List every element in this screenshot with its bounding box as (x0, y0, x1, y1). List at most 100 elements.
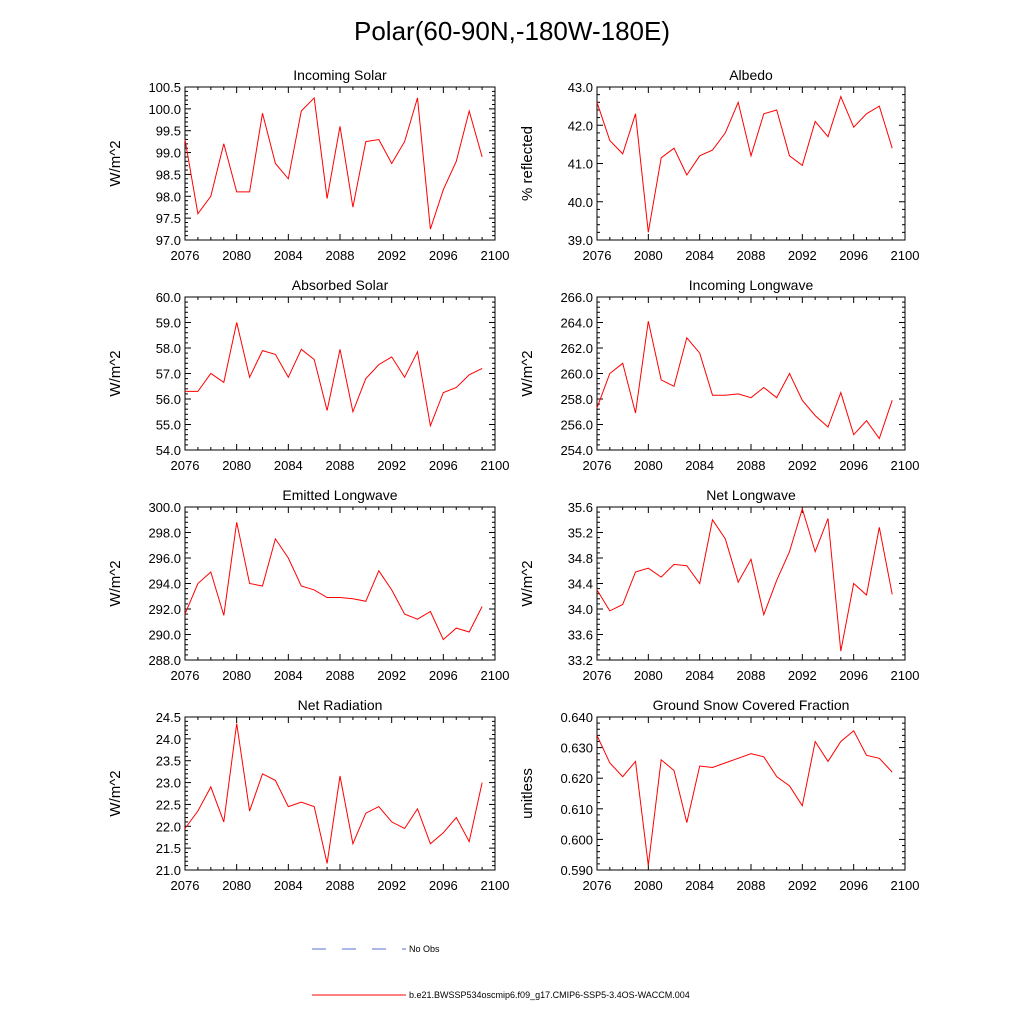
y-tick-label: 290.0 (148, 628, 181, 643)
y-tick-label: 23.5 (156, 754, 181, 769)
y-tick-label: 55.0 (156, 418, 181, 433)
x-tick-label: 2080 (222, 458, 251, 473)
x-tick-label: 2080 (634, 878, 663, 893)
panel-2: Albedo % reflected 2076 2080 2084 2088 2092 209… (519, 67, 919, 263)
x-tick-label: 2076 (171, 878, 200, 893)
y-tick-label: 24.5 (156, 710, 181, 725)
x-tick-label: 2076 (171, 458, 200, 473)
x-tick-label: 2080 (634, 248, 663, 263)
y-axis-label: unitless (519, 768, 536, 819)
x-tick-label: 2092 (377, 248, 406, 263)
y-tick-label: 41.0 (568, 157, 593, 172)
plot-frame (596, 296, 906, 451)
y-axis-label: % reflected (519, 126, 536, 201)
plot-frame (596, 506, 906, 661)
y-tick-label: 99.0 (156, 146, 181, 161)
x-tick-label: 2100 (481, 248, 510, 263)
y-tick-label: 59.0 (156, 316, 181, 331)
x-tick-label: 2084 (274, 458, 303, 473)
y-tick-label: 288.0 (148, 653, 181, 668)
x-tick-label: 2096 (429, 248, 458, 263)
legend-obs-label: No Obs (409, 944, 440, 954)
y-tick-label: 264.0 (560, 316, 593, 331)
y-tick-label: 296.0 (148, 551, 181, 566)
x-tick-label: 2080 (222, 248, 251, 263)
panel-title: Net Longwave (706, 487, 796, 503)
x-tick-label: 2084 (685, 668, 714, 683)
x-tick-label: 2096 (429, 878, 458, 893)
panel-7: Net Radiation W/m^2 2076 2080 2084 2088 2092 20… (107, 697, 509, 893)
x-tick-label: 2084 (685, 878, 714, 893)
y-tick-label: 39.0 (568, 233, 593, 248)
y-tick-label: 0.600 (560, 832, 593, 847)
x-tick-label: 2088 (326, 668, 355, 683)
y-tick-label: 262.0 (560, 341, 593, 356)
y-tick-label: 42.0 (568, 118, 593, 133)
panel-title: Incoming Solar (293, 67, 387, 83)
plot-frame (596, 86, 906, 241)
x-tick-label: 2096 (839, 668, 868, 683)
x-tick-label: 2084 (274, 878, 303, 893)
y-tick-label: 254.0 (560, 443, 593, 458)
x-tick-label: 2100 (891, 248, 920, 263)
legend-model-label: b.e21.BWSSP534oscmip6.f09_g17.CMIP6-SSP5… (409, 990, 690, 1000)
panel-1: Incoming Solar W/m^2 2076 2080 2084 2088 2092 2… (107, 67, 509, 263)
x-tick-label: 2092 (377, 458, 406, 473)
x-tick-label: 2092 (788, 248, 817, 263)
panel-8: Ground Snow Covered Fraction unitless 2076… (519, 697, 919, 893)
y-tick-label: 33.6 (568, 628, 593, 643)
x-tick-label: 2092 (788, 878, 817, 893)
y-tick-label: 0.610 (560, 802, 593, 817)
legend: No Obs b.e21.BWSSP534oscmip6.f09_g17.CMI… (312, 944, 690, 1000)
y-axis-label: W/m^2 (519, 350, 536, 396)
panel-title: Absorbed Solar (292, 277, 389, 293)
panels: Incoming Solar W/m^2 2076 2080 2084 2088 2092 2… (107, 67, 919, 893)
panel-title: Albedo (729, 67, 773, 83)
y-tick-label: 40.0 (568, 195, 593, 210)
y-tick-label: 0.620 (560, 771, 593, 786)
plot-frame (184, 296, 496, 451)
x-tick-label: 2088 (326, 458, 355, 473)
plot-frame (184, 86, 496, 241)
x-tick-label: 2076 (583, 878, 612, 893)
y-tick-label: 0.640 (560, 710, 593, 725)
x-tick-label: 2096 (429, 458, 458, 473)
x-tick-label: 2100 (481, 878, 510, 893)
x-tick-label: 2100 (891, 878, 920, 893)
x-tick-label: 2084 (685, 458, 714, 473)
x-tick-label: 2076 (583, 458, 612, 473)
x-tick-label: 2100 (481, 458, 510, 473)
panel-4: Incoming Longwave W/m^2 2076 2080 2084 2088 20… (519, 277, 919, 473)
x-tick-label: 2080 (634, 458, 663, 473)
x-tick-label: 2084 (274, 668, 303, 683)
x-tick-label: 2084 (274, 248, 303, 263)
x-tick-label: 2088 (326, 248, 355, 263)
panel-title: Ground Snow Covered Fraction (653, 697, 850, 713)
y-tick-label: 97.0 (156, 233, 181, 248)
y-tick-label: 99.5 (156, 124, 181, 139)
x-tick-label: 2076 (171, 248, 200, 263)
y-tick-label: 22.5 (156, 797, 181, 812)
y-tick-label: 294.0 (148, 577, 181, 592)
y-tick-label: 57.0 (156, 367, 181, 382)
y-tick-label: 98.0 (156, 189, 181, 204)
y-tick-label: 100.0 (148, 102, 181, 117)
y-tick-label: 21.5 (156, 841, 181, 856)
y-tick-label: 54.0 (156, 443, 181, 458)
y-tick-label: 260.0 (560, 367, 593, 382)
y-axis-label: W/m^2 (519, 560, 536, 606)
y-tick-label: 35.2 (568, 526, 593, 541)
x-tick-label: 2088 (737, 248, 766, 263)
x-tick-label: 2096 (839, 248, 868, 263)
y-tick-label: 58.0 (156, 341, 181, 356)
x-tick-label: 2096 (839, 458, 868, 473)
y-tick-label: 300.0 (148, 500, 181, 515)
y-axis-label: W/m^2 (107, 350, 124, 396)
series-line (596, 321, 893, 440)
x-tick-label: 2080 (222, 668, 251, 683)
x-tick-label: 2088 (737, 668, 766, 683)
y-tick-label: 266.0 (560, 290, 593, 305)
series-line (184, 522, 483, 641)
y-tick-label: 43.0 (568, 80, 593, 95)
